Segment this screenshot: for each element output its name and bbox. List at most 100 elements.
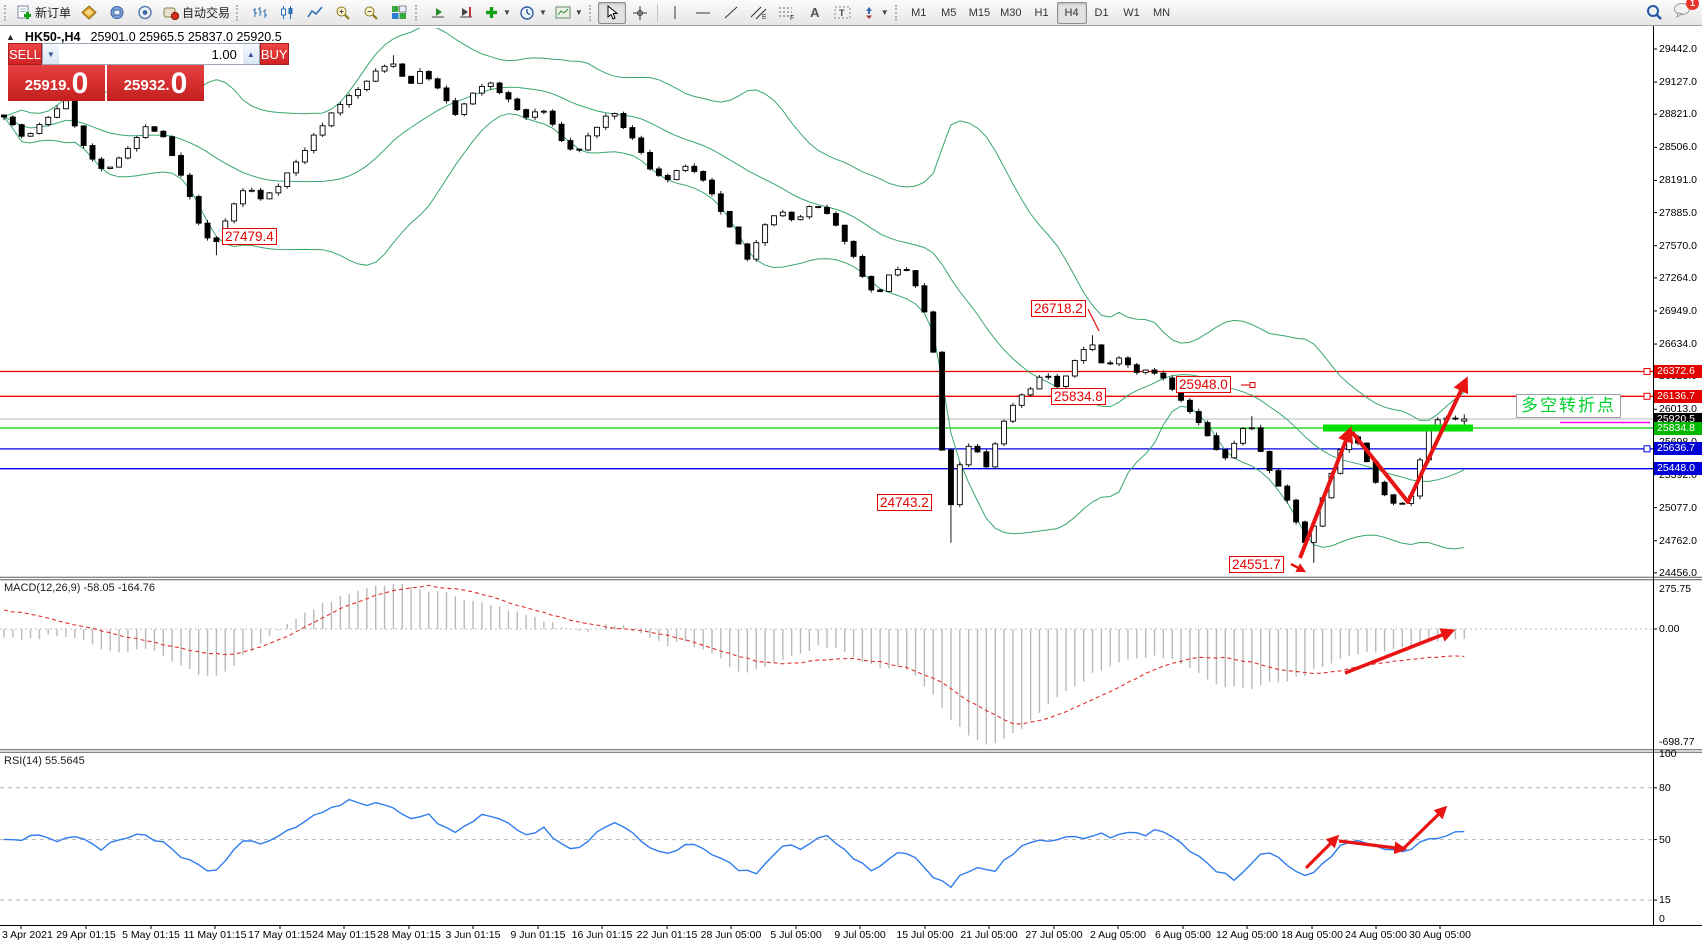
candlesticks[interactable] bbox=[1, 55, 1468, 563]
price-callout-25948.0[interactable]: 25948.0 bbox=[1176, 376, 1231, 393]
tile-windows-button[interactable] bbox=[385, 2, 413, 24]
cursor-tool-button[interactable] bbox=[597, 1, 626, 24]
cursor-icon bbox=[607, 5, 619, 20]
price-callout-26718.2[interactable]: 26718.2 bbox=[1031, 300, 1086, 317]
turning-point-annotation[interactable]: 多空转折点 bbox=[1516, 394, 1621, 418]
chart-shift-button[interactable] bbox=[452, 2, 480, 24]
arrows-tool[interactable]: ▼ bbox=[857, 2, 893, 24]
crosshair-tool-button[interactable] bbox=[626, 2, 654, 24]
volume-decrease-button[interactable]: ▼ bbox=[42, 44, 59, 64]
indicators-button[interactable]: ▼ bbox=[480, 2, 515, 24]
fibonacci-tool[interactable]: F bbox=[773, 2, 801, 24]
turning-point-highlight-bar[interactable] bbox=[1323, 424, 1473, 432]
new-order-label: 新订单 bbox=[35, 6, 72, 20]
tf-button-M30[interactable]: M30 bbox=[1000, 6, 1022, 19]
sell-button[interactable]: SELL bbox=[8, 43, 42, 65]
rsi-indicator-label: RSI(14) 55.5645 bbox=[4, 755, 85, 767]
equidistant-channel-icon: E bbox=[750, 6, 767, 20]
horizontal-line-tool[interactable] bbox=[689, 2, 717, 24]
price-callout-24743.2[interactable]: 24743.2 bbox=[877, 494, 932, 511]
macd-pane bbox=[0, 583, 1653, 745]
chart-symbol-header: ▲ HK50-,H4 25901.0 25965.5 25837.0 25920… bbox=[6, 30, 282, 44]
toolbar-separator bbox=[656, 3, 658, 22]
tf-button-H1[interactable]: H1 bbox=[1034, 6, 1049, 19]
callout-anchor-square bbox=[1249, 382, 1256, 388]
new-order-button[interactable]: 新订单 bbox=[13, 2, 75, 24]
arrows-icon bbox=[865, 7, 872, 19]
price-callout-24551.7[interactable]: 24551.7 bbox=[1229, 556, 1284, 573]
auto-scroll-button[interactable] bbox=[424, 2, 452, 24]
navigator-button[interactable] bbox=[131, 2, 159, 24]
periods-button[interactable]: ▼ bbox=[515, 2, 551, 24]
toolbar-grip bbox=[236, 4, 243, 21]
chart-canvas[interactable] bbox=[0, 26, 1702, 946]
tf-button-M5[interactable]: M5 bbox=[941, 6, 957, 19]
candlestick-chart-button[interactable] bbox=[273, 2, 301, 24]
buy-button[interactable]: BUY bbox=[259, 43, 289, 65]
trendline-icon bbox=[724, 6, 738, 19]
search-icon[interactable] bbox=[1646, 4, 1663, 21]
market-watch-button[interactable] bbox=[75, 2, 103, 24]
tf-button-M1[interactable]: M1 bbox=[911, 6, 927, 19]
rsi-trend-arrow[interactable] bbox=[1304, 834, 1340, 870]
line-handle-square[interactable] bbox=[1643, 368, 1651, 376]
tf-button-MN[interactable]: MN bbox=[1152, 6, 1171, 19]
data-window-icon bbox=[110, 6, 124, 19]
price-trend-arrow[interactable] bbox=[1350, 376, 1469, 504]
notification-badge: 1 bbox=[1686, 0, 1699, 10]
svg-text:F: F bbox=[790, 15, 794, 20]
callout-tail bbox=[1290, 562, 1307, 573]
bar-chart-icon bbox=[253, 7, 268, 18]
tf-button-D1[interactable]: D1 bbox=[1094, 6, 1109, 19]
tf-button-M15[interactable]: M15 bbox=[968, 6, 991, 19]
sell-price-display[interactable]: 25919. 0 bbox=[8, 65, 105, 101]
bollinger-line bbox=[3, 113, 1465, 550]
buy-price-dot: . bbox=[165, 77, 170, 94]
volume-field: ▼ ▲ bbox=[41, 43, 260, 65]
equidistant-channel-tool[interactable]: E bbox=[745, 2, 773, 24]
sell-price-bigdigit: 0 bbox=[71, 67, 89, 100]
bar-chart-button[interactable] bbox=[245, 2, 273, 24]
toolbar-grip bbox=[415, 4, 422, 21]
notifications-button[interactable]: 1 bbox=[1673, 0, 1699, 23]
zoom-out-button[interactable] bbox=[357, 2, 385, 24]
toolbar: 新订单 自动交易 bbox=[0, 0, 1702, 26]
chart-area[interactable]: 29442.0 29127.0 28821.0 28506.0 28191.0 27885… bbox=[0, 26, 1702, 946]
macd-trend-arrow[interactable] bbox=[1344, 628, 1456, 675]
vertical-line-tool[interactable] bbox=[661, 2, 689, 24]
rsi-trend-arrow[interactable] bbox=[1338, 839, 1408, 855]
price-callout-27479.4[interactable]: 27479.4 bbox=[222, 228, 277, 245]
data-window-button[interactable] bbox=[103, 2, 131, 24]
macd-signal-line bbox=[3, 584, 1465, 725]
autotrading-icon bbox=[163, 7, 180, 20]
collapse-triangle-icon[interactable]: ▲ bbox=[6, 32, 15, 42]
price-callout-25834.8[interactable]: 25834.8 bbox=[1051, 388, 1106, 405]
templates-icon bbox=[555, 6, 571, 19]
fibonacci-icon: F bbox=[778, 7, 794, 20]
volume-input[interactable] bbox=[58, 44, 243, 64]
buy-price-display[interactable]: 25932. 0 bbox=[107, 65, 204, 101]
rsi-line bbox=[3, 798, 1465, 889]
line-handle-square[interactable] bbox=[1643, 392, 1651, 400]
zoom-in-button[interactable] bbox=[329, 2, 357, 24]
line-chart-button[interactable] bbox=[301, 2, 329, 24]
volume-increase-button[interactable]: ▲ bbox=[242, 44, 259, 64]
trendline-tool[interactable] bbox=[717, 2, 745, 24]
chevron-down-icon: ▼ bbox=[880, 8, 889, 17]
one-click-trading-panel: SELL ▼ ▲ BUY 25919.0 25932.0 bbox=[8, 43, 289, 101]
crosshair-icon bbox=[632, 5, 647, 20]
templates-button[interactable]: ▼ bbox=[551, 2, 587, 24]
new-order-icon bbox=[17, 5, 31, 19]
tf-button-W1[interactable]: W1 bbox=[1123, 6, 1140, 19]
price-trend-arrow[interactable] bbox=[1298, 426, 1354, 559]
rsi-trend-arrow[interactable] bbox=[1400, 805, 1448, 852]
text-tool[interactable]: A bbox=[810, 5, 820, 20]
timeframe-group: M1 M5 M15 M30 H1 H4 D1 W1 MN bbox=[904, 1, 1177, 24]
buy-price-bigdigit: 0 bbox=[170, 67, 188, 100]
tf-button-H4[interactable]: H4 bbox=[1056, 1, 1087, 24]
autotrading-label: 自动交易 bbox=[182, 6, 231, 20]
autotrading-button[interactable]: 自动交易 bbox=[159, 2, 234, 24]
line-handle-square[interactable] bbox=[1643, 445, 1651, 453]
text-label-tool[interactable]: T bbox=[829, 2, 857, 24]
